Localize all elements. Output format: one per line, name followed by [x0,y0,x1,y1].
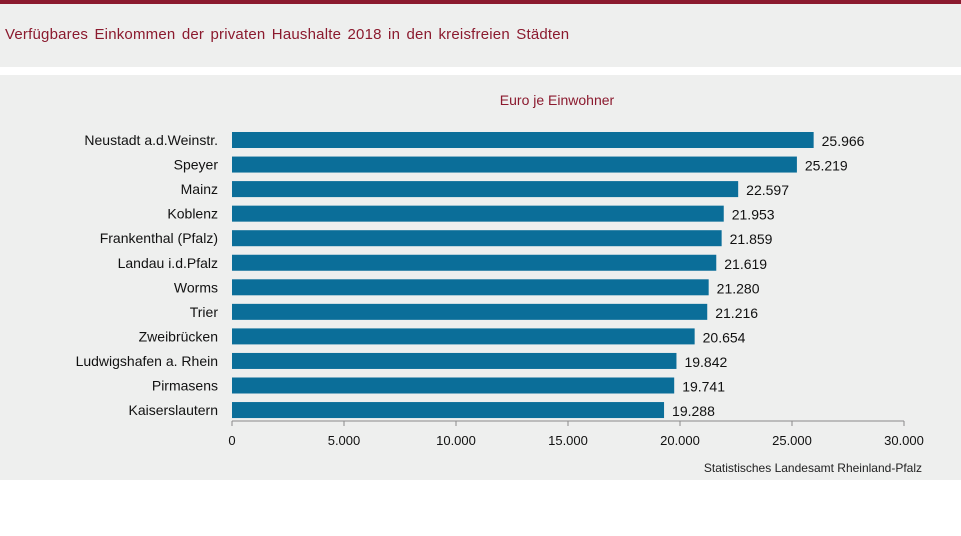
bar [232,181,739,198]
x-tick-label: 0 [228,433,235,448]
value-label: 21.953 [732,207,775,223]
value-label: 19.741 [682,379,725,395]
category-label: Trier [190,304,219,320]
value-label: 22.597 [746,182,789,198]
bar [232,156,797,173]
category-label: Mainz [181,181,218,197]
x-tick-label: 5.000 [328,433,361,448]
x-tick-label: 10.000 [436,433,476,448]
value-label: 19.842 [684,354,727,370]
bar [232,279,709,296]
x-tick-label: 30.000 [884,433,924,448]
page-title: Verfügbares Einkommen der privaten Haush… [5,26,570,43]
value-label: 19.288 [672,403,715,419]
category-label: Kaiserslautern [129,402,219,418]
header-bar: Verfügbares Einkommen der privaten Haush… [0,4,961,67]
category-label: Zweibrücken [139,328,218,344]
category-label: Ludwigshafen a. Rhein [76,353,218,369]
source-note: Statistisches Landesamt Rheinland-Pfalz [704,461,922,475]
bar [232,303,708,320]
bar [232,132,814,148]
category-label: Frankenthal (Pfalz) [100,230,218,246]
value-label: 25.219 [805,158,848,174]
category-label: Pirmasens [152,378,218,394]
x-tick-label: 20.000 [660,433,700,448]
bar [232,230,722,247]
value-label: 20.654 [703,329,746,345]
value-label: 21.216 [715,305,758,321]
category-label: Landau i.d.Pfalz [118,255,218,271]
value-label: 25.966 [822,133,865,149]
bar [232,402,665,419]
bar [232,377,675,394]
bar [232,254,717,271]
top-accent-bar [0,0,961,4]
value-label: 21.859 [730,231,773,247]
category-label: Worms [174,279,218,295]
x-tick-label: 25.000 [772,433,812,448]
category-label: Koblenz [167,206,218,222]
x-tick-label: 15.000 [548,433,588,448]
bar [232,328,695,345]
chart-title: Euro je Einwohner [500,92,615,108]
category-label: Speyer [174,157,219,173]
category-label: Neustadt a.d.Weinstr. [84,132,218,148]
value-label: 21.280 [717,280,760,296]
bar [232,205,724,222]
bar [232,352,677,369]
value-label: 21.619 [724,256,767,272]
